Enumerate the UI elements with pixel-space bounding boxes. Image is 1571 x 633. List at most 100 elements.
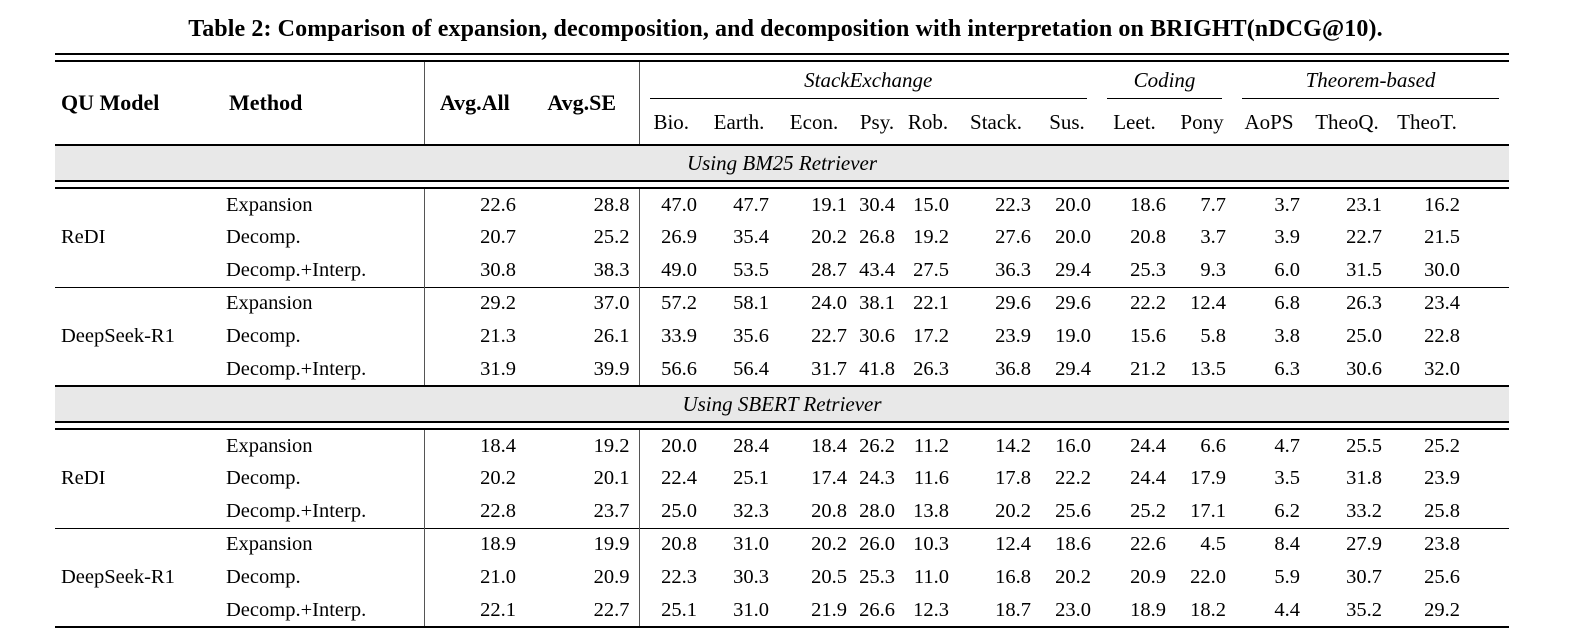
value-cell: 25.8 (1424, 499, 1460, 522)
col-header-theot: TheoT. (1388, 105, 1466, 146)
table-row: DeepSeek-R1 Expansion 29.2 37.0 57.2 58.1 24.0… (55, 286, 1509, 386)
value-cell: 38.1 (853, 286, 901, 320)
spacer-cell (1466, 254, 1509, 287)
method-name: Expansion (223, 286, 424, 320)
value-cell: 12.4 (955, 527, 1037, 561)
group-header-stackexchange: StackExchange (638, 61, 1097, 105)
value-cell: 17.9 (1190, 467, 1226, 489)
value-cell: 37.0 (525, 286, 639, 320)
table-header: QU Model Method Avg.All Avg.SE StackExch… (55, 53, 1509, 146)
value-cell: 23.9 (1424, 467, 1460, 489)
value-cell: 17.1 (1190, 499, 1226, 522)
value-cell: 22.1 (423, 594, 525, 627)
value-cell: 18.7 (995, 598, 1031, 621)
value-cell: 25.6 (1055, 499, 1091, 522)
col-header-leet: Leet. (1097, 105, 1172, 146)
value-cell: 13.8 (913, 499, 949, 522)
value-cell: 25.6 (1424, 566, 1460, 588)
value-cell: 21.9 (811, 598, 847, 621)
value-cell: 25.2 (1130, 499, 1166, 522)
value-cell: 3.9 (1274, 226, 1300, 248)
col-header-theoq: TheoQ. (1306, 105, 1388, 146)
value-cell: 22.7 (811, 325, 847, 347)
value-cell: 23.0 (1055, 598, 1091, 621)
value-cell: 16.8 (995, 566, 1031, 588)
col-header-stack: Stack. (955, 105, 1037, 146)
value-cell: 30.4 (859, 193, 895, 216)
value-cell: 24.4 (1130, 467, 1166, 489)
value-cell: 3.8 (1274, 325, 1300, 347)
spacer-cell (1466, 188, 1509, 221)
value-cell: 17.2 (913, 325, 949, 347)
value-cell: 17.8 (995, 467, 1031, 489)
spacer-cell (1466, 320, 1509, 353)
col-header-psy: Psy. (853, 105, 901, 146)
value-cell: 5.9 (1274, 566, 1300, 588)
value-cell: 33.9 (638, 320, 703, 353)
value-cell: 3.7 (1200, 226, 1226, 248)
spacer-cell (1466, 105, 1509, 146)
value-cell: 5.8 (1200, 325, 1226, 347)
value-cell: 30.7 (1346, 566, 1382, 588)
value-cell: 11.0 (913, 566, 949, 588)
value-cell: 20.2 (1055, 566, 1091, 588)
table-row: Decomp. 21.3 26.1 33.9 35.6 22.7 30.6 17.2 23.9 1… (55, 320, 1509, 353)
value-cell: 30.0 (1424, 258, 1460, 281)
col-header-econ: Econ. (775, 105, 853, 146)
value-cell: 20.7 (423, 221, 525, 254)
spacer-cell (1466, 561, 1509, 594)
spacer-cell (1466, 286, 1509, 320)
value-cell: 20.5 (811, 566, 847, 588)
method-name: Expansion (223, 527, 424, 561)
value-cell: 29.6 (1037, 286, 1097, 320)
value-cell: 15.0 (913, 193, 949, 216)
value-cell: 23.4 (1388, 286, 1466, 320)
value-cell: 9.3 (1200, 258, 1226, 281)
value-cell: 35.4 (733, 226, 769, 248)
value-cell: 57.2 (638, 286, 703, 320)
value-cell: 22.4 (638, 462, 703, 495)
value-cell: 25.0 (638, 495, 703, 528)
value-cell: 29.2 (1424, 598, 1460, 621)
value-cell: 20.2 (995, 499, 1031, 522)
col-header-rob: Rob. (901, 105, 955, 146)
value-cell: 58.1 (703, 286, 775, 320)
rule-line (55, 421, 1509, 430)
method-name: Expansion (226, 434, 313, 457)
value-cell: 56.4 (733, 357, 769, 380)
value-cell: 28.0 (859, 499, 895, 522)
value-cell: 35.6 (733, 325, 769, 347)
value-cell: 31.9 (423, 353, 525, 386)
method-name: Expansion (226, 193, 313, 216)
group-header-theorem-based: Theorem-based (1232, 61, 1509, 105)
value-cell: 25.0 (1346, 325, 1382, 347)
model-name: DeepSeek-R1 (55, 527, 223, 627)
group-label-coding: Coding (1107, 68, 1222, 99)
value-cell: 30.6 (1346, 357, 1382, 380)
value-cell: 11.6 (913, 467, 949, 489)
value-cell: 11.2 (913, 434, 949, 457)
value-cell: 19.0 (1055, 325, 1091, 347)
value-cell: 43.4 (859, 258, 895, 281)
value-cell: 22.2 (1055, 467, 1091, 489)
value-cell: 7.7 (1200, 193, 1226, 216)
table-row: Decomp. 20.2 20.1 22.4 25.1 17.4 24.3 11.6 17.8 2… (55, 462, 1509, 495)
value-cell: 27.5 (913, 258, 949, 281)
value-cell: 27.9 (1306, 527, 1388, 561)
value-cell: 21.0 (423, 561, 525, 594)
rule-line (55, 53, 1509, 62)
value-cell: 24.4 (1130, 434, 1166, 457)
value-cell: 25.3 (1130, 258, 1166, 281)
value-cell: 20.9 (1130, 566, 1166, 588)
value-cell: 24.3 (859, 467, 895, 489)
group-header-coding: Coding (1097, 61, 1232, 105)
rule-line (55, 180, 1509, 189)
col-header-aops: AoPS (1232, 105, 1306, 146)
value-cell: 36.3 (995, 258, 1031, 281)
model-name: ReDI (61, 467, 106, 490)
value-cell: 31.0 (703, 527, 775, 561)
value-cell: 20.2 (775, 527, 853, 561)
value-cell: 18.9 (423, 527, 525, 561)
value-cell: 41.8 (859, 357, 895, 380)
value-cell: 19.2 (593, 434, 630, 457)
